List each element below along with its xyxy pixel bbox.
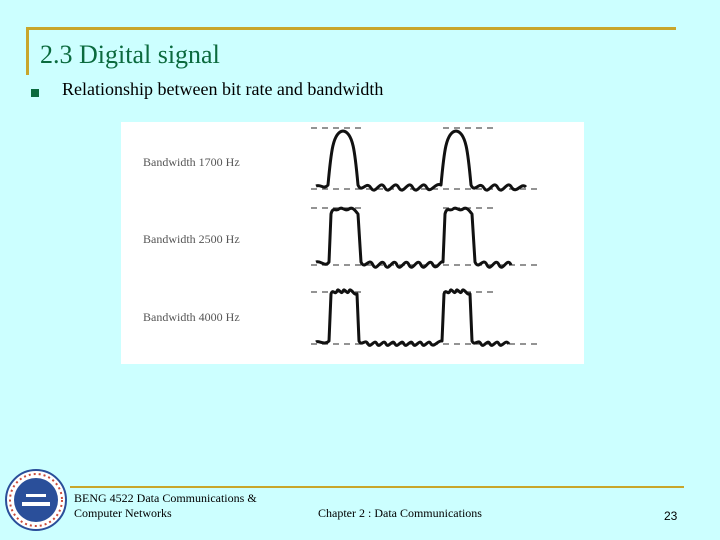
waveform-diagram: Bandwidth 1700 Hz Bandwidth 2500 Hz Band… bbox=[143, 127, 541, 347]
bandwidth-waveform-figure: Bandwidth 1700 Hz Bandwidth 2500 Hz Band… bbox=[121, 122, 584, 364]
footer-course-name: BENG 4522 Data Communications & Computer… bbox=[74, 491, 294, 521]
university-logo bbox=[4, 468, 68, 532]
waveform-2500 bbox=[315, 206, 513, 269]
waveform-label-1700: Bandwidth 1700 Hz bbox=[143, 155, 240, 169]
footer-course-line-2: Computer Networks bbox=[74, 506, 172, 520]
footer-chapter: Chapter 2 : Data Communications bbox=[318, 506, 482, 520]
bullet-text: Relationship between bit rate and bandwi… bbox=[62, 79, 384, 99]
waveform-label-4000: Bandwidth 4000 Hz bbox=[143, 310, 240, 324]
title-frame bbox=[26, 27, 676, 75]
footer-course-line-1: BENG 4522 Data Communications & bbox=[74, 491, 257, 505]
waveform-1700 bbox=[315, 129, 528, 192]
footer-divider bbox=[70, 486, 684, 488]
waveform-label-2500: Bandwidth 2500 Hz bbox=[143, 232, 240, 246]
slide-title: 2.3 Digital signal bbox=[40, 40, 220, 69]
bullet-square-icon bbox=[31, 89, 39, 97]
waveform-4000 bbox=[315, 288, 511, 347]
page-number: 23 bbox=[664, 509, 678, 523]
